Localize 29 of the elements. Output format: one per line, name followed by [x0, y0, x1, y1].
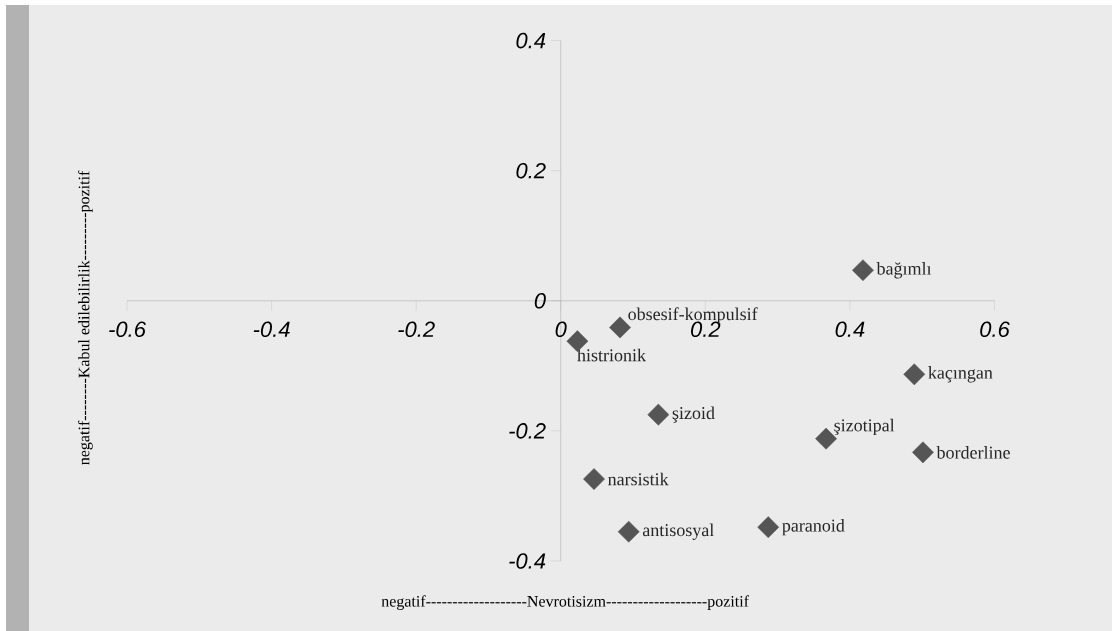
x-tick-label: -0.4 — [253, 321, 290, 338]
y-axis-title: negatif--------Kabul edilebilirlik---------pozitif — [77, 170, 93, 465]
annotation: narsistik — [608, 472, 669, 486]
annotation: bağımlı — [876, 262, 932, 279]
annotation: histrionik — [577, 348, 647, 362]
y-tick-label: 0.4 — [516, 32, 546, 49]
point — [912, 441, 934, 464]
y-tick-label: 0.2 — [516, 162, 546, 179]
point — [617, 520, 640, 543]
annotation: borderline — [936, 446, 1010, 459]
y-tick-label: -0.4 — [509, 553, 546, 569]
y-tick-label: -0.2 — [509, 423, 546, 439]
point — [647, 403, 670, 426]
annotation: şizoid — [672, 406, 715, 423]
x-axis-title: negatif-------------------Nevrotisizm-------------------pozitif — [381, 595, 750, 610]
x-tick-label: 0.4 — [835, 321, 865, 338]
x-tick-label: -0.6 — [109, 321, 146, 338]
annotation: antisosyal — [642, 523, 714, 540]
x-tick-label: 0 — [555, 321, 567, 338]
point — [757, 516, 780, 539]
annotation: paranoid — [782, 519, 845, 536]
point — [903, 363, 926, 386]
x-tick-label: 0.6 — [980, 321, 1010, 338]
x-tick-label: -0.2 — [398, 321, 435, 338]
point — [852, 259, 874, 282]
annotation: şizotipal — [834, 418, 895, 436]
point — [583, 468, 605, 490]
annotation: kaçıngan — [928, 366, 993, 383]
y-tick-label: 0 — [534, 293, 546, 309]
